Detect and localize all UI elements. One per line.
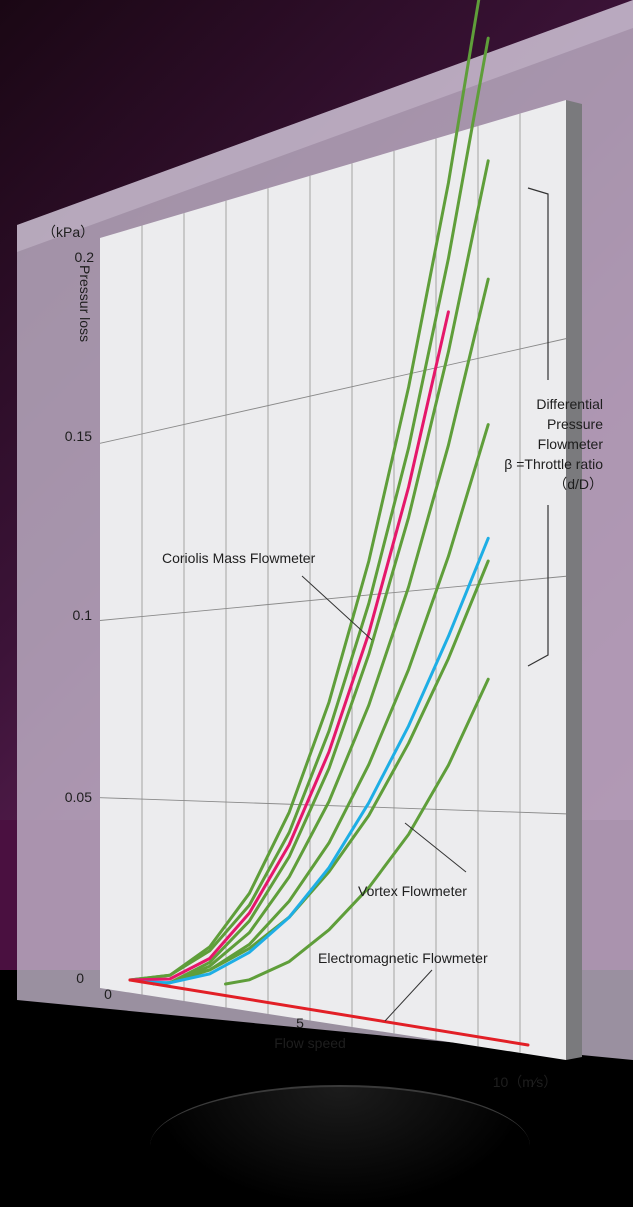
dp-label-line2: Pressure	[547, 416, 603, 432]
dp-bracket-bottom	[527, 505, 549, 667]
series-line-differential-pressure-flowmeter	[188, 559, 490, 977]
y-unit-label: （kPa）	[42, 224, 94, 240]
electromagnetic-leader-line	[384, 969, 433, 1022]
dp-label-line1: Differential	[536, 396, 603, 412]
beta-sub-label: （d/D）	[553, 476, 603, 492]
vortex-leader-line	[404, 822, 467, 873]
series-line-differential-pressure-flowmeter	[224, 677, 490, 986]
vortex-label: Vortex Flowmeter	[358, 883, 467, 899]
series-line-electromagnetic-flowmeter	[128, 978, 530, 1047]
x-axis-title: Flow speed	[274, 1035, 346, 1051]
y-tick-label: 0.15	[65, 428, 92, 444]
y-tick-label: 0.1	[73, 607, 93, 623]
series-line-differential-pressure-flowmeter	[128, 36, 490, 982]
panel-edge	[566, 100, 582, 1060]
horizontal-grid	[99, 338, 567, 815]
electromagnetic-label: Electromagnetic Flowmeter	[318, 950, 488, 966]
grid-line-horizontal	[99, 338, 567, 444]
dp-label-line3: Flowmeter	[538, 436, 604, 452]
beta-label: β =Throttle ratio	[504, 456, 603, 472]
series-line-differential-pressure-flowmeter	[152, 159, 490, 986]
chart-svg: （kPa） 0 0.05 0.1 0.15 0.2 Pressur loss 0…	[17, 0, 633, 1090]
x-tick-label: 5	[296, 1015, 304, 1031]
grid-line-horizontal	[99, 797, 567, 815]
series-line-differential-pressure-flowmeter	[152, 423, 490, 986]
series-line-differential-pressure-flowmeter	[128, 0, 481, 982]
glass-frame-highlight	[17, 0, 633, 252]
y-tick-label: 0.05	[65, 789, 92, 805]
grid-line-horizontal	[99, 575, 567, 621]
x-unit-label: 10（m⁄s）	[493, 1074, 558, 1090]
chart-panel	[100, 100, 566, 1060]
series-line-vortex-flowmeter	[140, 536, 490, 985]
y-tick-label: 0.2	[75, 249, 95, 265]
y-tick-label: 0	[76, 970, 84, 986]
y-axis-title: Pressur loss	[77, 265, 93, 342]
coriolis-label: Coriolis Mass Flowmeter	[162, 550, 316, 566]
coriolis-leader-line	[301, 575, 373, 641]
dp-bracket-top	[527, 187, 549, 380]
series-group	[128, 0, 530, 1047]
x-tick-label: 0	[104, 986, 112, 1002]
series-line-coriolis-mass-flowmeter	[128, 310, 450, 982]
